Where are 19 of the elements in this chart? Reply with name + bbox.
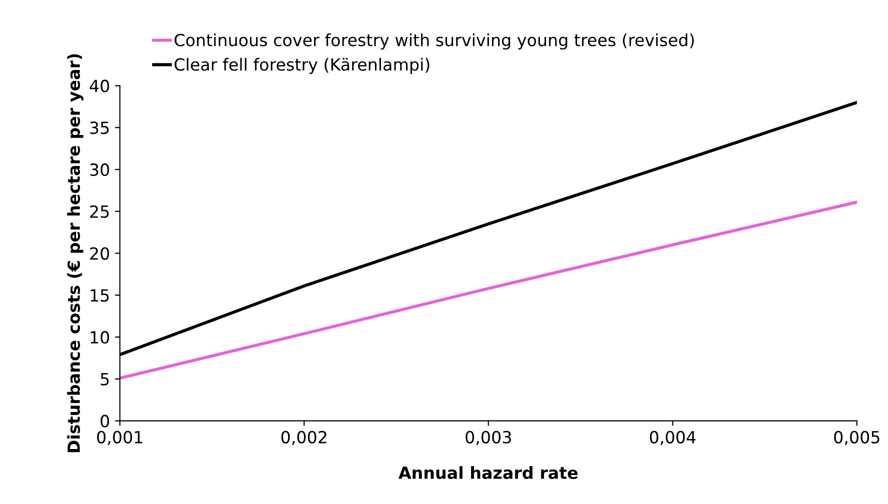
x-tick-label: 0,001 — [97, 430, 142, 446]
x-tick-label: 0,004 — [650, 430, 696, 446]
y-tick-label: 10 — [90, 331, 110, 344]
y-tick-label: 35 — [90, 122, 109, 134]
y-tick-label: 25 — [90, 205, 109, 218]
y-axis-title: Disturbance costs (€ per hectare per year) — [67, 54, 84, 452]
x-tick-label: 0,002 — [281, 430, 326, 446]
legend-label: Continuous cover forestry with surviving young trees (revised) — [174, 33, 694, 50]
y-tick-label: 30 — [90, 163, 110, 176]
line-series — [120, 200, 857, 380]
x-tick-label: 0,005 — [834, 430, 880, 446]
x-axis-title: Annual hazard rate — [398, 466, 578, 480]
y-tick-label: 40 — [90, 80, 110, 92]
y-tick-label: 20 — [90, 247, 110, 260]
legend-label: Clear fell forestry (Kärenlampi) — [174, 58, 430, 74]
y-tick-label: 5 — [100, 373, 109, 386]
y-tick-label: 15 — [90, 289, 109, 302]
x-tick-label: 0,003 — [466, 430, 511, 446]
y-tick-label: 0 — [100, 414, 110, 428]
